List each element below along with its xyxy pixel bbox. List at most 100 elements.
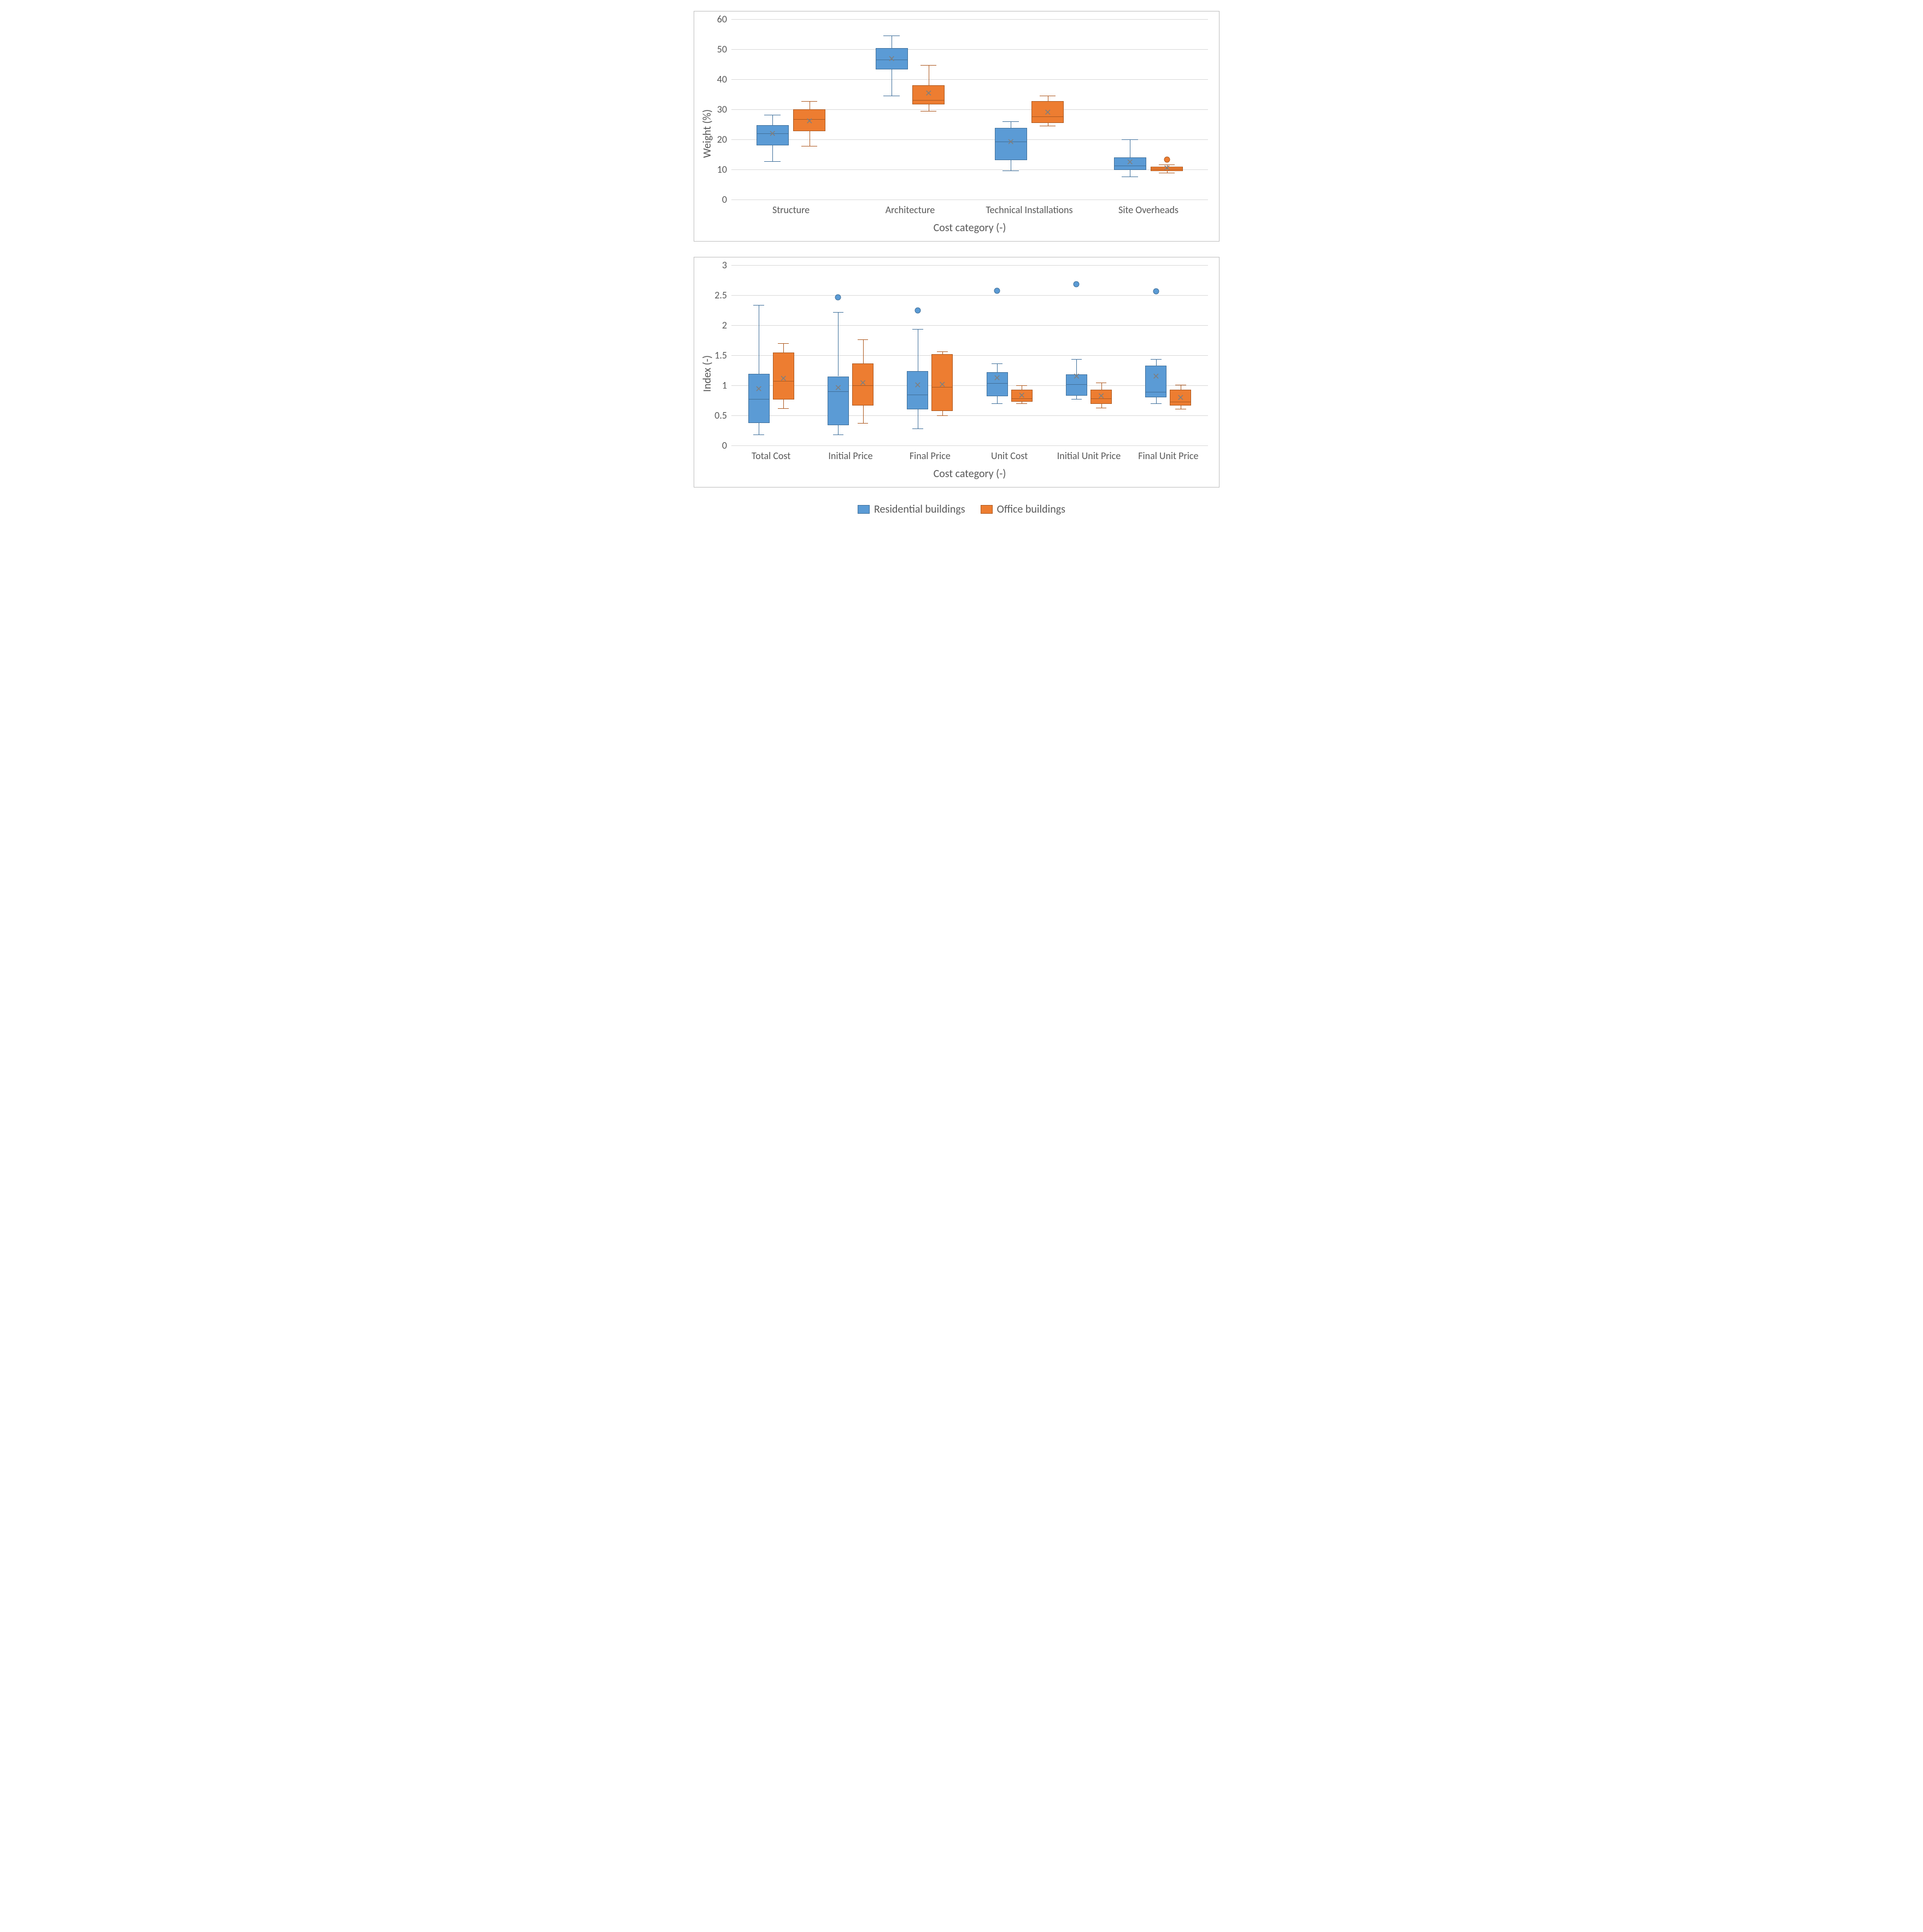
xtick-label: Technical Installations — [986, 199, 1072, 216]
mean-marker-icon: ✕ — [779, 375, 787, 384]
xtick-label: Initial Unit Price — [1057, 445, 1121, 462]
ytick-label: 60 — [717, 13, 731, 25]
whisker — [1101, 404, 1102, 408]
x-axis-label: Cost category (-) — [934, 221, 1006, 234]
mean-marker-icon: ✕ — [939, 381, 946, 390]
xtick-label: Total Cost — [752, 445, 790, 462]
ytick-label: 0.5 — [714, 409, 731, 421]
outlier-point — [994, 288, 1000, 294]
whisker — [838, 312, 839, 377]
gridline — [731, 265, 1208, 266]
outlier-point — [1153, 289, 1159, 295]
mean-marker-icon: ✕ — [1018, 392, 1025, 401]
gridline — [731, 355, 1208, 356]
whisker — [783, 343, 784, 353]
whisker-cap — [992, 403, 1002, 404]
ytick-label: 2.5 — [714, 289, 731, 301]
whisker-cap — [1151, 403, 1162, 404]
ytick-label: 10 — [717, 163, 731, 175]
median-line — [912, 100, 945, 101]
whisker-cap — [1016, 403, 1027, 404]
whisker — [863, 339, 864, 363]
ytick-label: 3 — [722, 259, 731, 271]
whisker-cap — [912, 329, 923, 330]
whisker — [997, 396, 998, 403]
whisker — [1101, 383, 1102, 390]
mean-marker-icon: ✕ — [1073, 373, 1080, 381]
whisker-cap — [858, 339, 869, 340]
gridline — [731, 49, 1208, 50]
legend-item: Residential buildings — [858, 503, 965, 516]
box — [748, 374, 770, 423]
xtick-label: Unit Cost — [991, 445, 1028, 462]
whisker-cap — [1122, 139, 1138, 140]
legend-label: Office buildings — [997, 503, 1065, 516]
ytick-label: 2 — [722, 319, 731, 331]
whisker-cap — [937, 351, 948, 352]
xtick-label: Final Price — [910, 445, 951, 462]
mean-marker-icon: ✕ — [859, 379, 866, 388]
weight-boxplot-chart: 0102030405060StructureArchitectureTechni… — [694, 11, 1220, 242]
whisker-cap — [1071, 359, 1082, 360]
whisker — [1076, 396, 1077, 400]
xtick-label: Site Overheads — [1118, 199, 1179, 216]
gridline — [731, 295, 1208, 296]
median-line — [1066, 384, 1087, 385]
gridline — [731, 79, 1208, 80]
whisker-cap — [801, 101, 817, 102]
xtick-label: Initial Price — [828, 445, 872, 462]
outlier-point — [914, 307, 921, 313]
xtick-label: Architecture — [886, 199, 935, 216]
whisker-cap — [992, 363, 1002, 364]
legend-item: Office buildings — [981, 503, 1065, 516]
whisker — [942, 411, 943, 415]
ytick-label: 1 — [722, 379, 731, 391]
xtick-label: Structure — [772, 199, 810, 216]
ytick-label: 30 — [717, 103, 731, 115]
whisker-cap — [858, 423, 869, 424]
whisker-cap — [764, 161, 780, 162]
mean-marker-icon: ✕ — [993, 374, 1000, 383]
legend-swatch — [981, 505, 993, 514]
gridline — [731, 445, 1208, 446]
whisker-cap — [1151, 359, 1162, 360]
xtick-label: Final Unit Price — [1138, 445, 1198, 462]
mean-marker-icon: ✕ — [1098, 392, 1105, 401]
outlier-point — [835, 295, 841, 301]
median-line — [748, 399, 770, 400]
whisker — [997, 363, 998, 372]
mean-marker-icon: ✕ — [806, 118, 813, 126]
mean-marker-icon: ✕ — [755, 385, 762, 394]
legend-label: Residential buildings — [874, 503, 965, 516]
whisker — [772, 145, 773, 161]
legend-swatch — [858, 505, 870, 514]
gridline — [731, 325, 1208, 326]
plot-area: 0102030405060StructureArchitectureTechni… — [731, 19, 1208, 199]
whisker-cap — [912, 428, 923, 429]
whisker — [1156, 397, 1157, 403]
whisker — [838, 425, 839, 435]
whisker-cap — [833, 312, 844, 313]
mean-marker-icon: ✕ — [888, 55, 895, 64]
whisker-cap — [753, 305, 764, 306]
whisker-cap — [937, 415, 948, 416]
x-axis-label: Cost category (-) — [934, 467, 1006, 480]
mean-marker-icon: ✕ — [1044, 109, 1051, 118]
whisker — [1156, 359, 1157, 366]
outlier-point — [1074, 281, 1080, 287]
outlier-point — [1164, 156, 1170, 162]
whisker-cap — [1016, 385, 1027, 386]
ytick-label: 1.5 — [714, 349, 731, 361]
whisker-cap — [753, 434, 764, 435]
whisker — [772, 115, 773, 125]
gridline — [731, 385, 1208, 386]
mean-marker-icon: ✕ — [835, 384, 842, 393]
gridline — [731, 415, 1208, 416]
mean-marker-icon: ✕ — [914, 381, 921, 390]
mean-marker-icon: ✕ — [1163, 165, 1170, 173]
mean-marker-icon: ✕ — [769, 130, 776, 139]
ytick-label: 0 — [722, 193, 731, 205]
whisker-cap — [833, 434, 844, 435]
y-axis-label: Index (-) — [701, 355, 714, 392]
ytick-label: 50 — [717, 43, 731, 55]
